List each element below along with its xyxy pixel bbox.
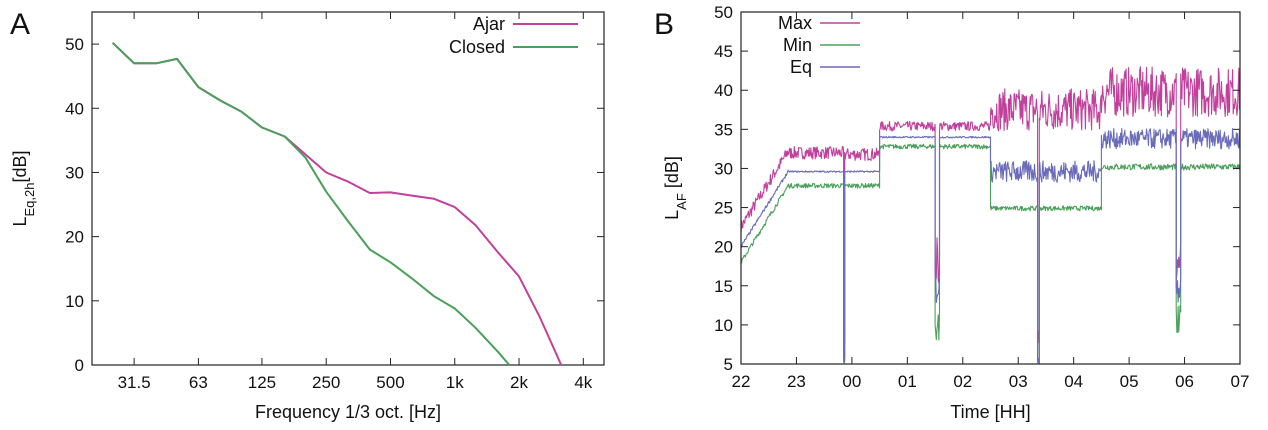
x-tick-label: 125 [248, 373, 276, 392]
y-tick-label: 10 [65, 292, 84, 311]
x-tick-label: 05 [1120, 372, 1139, 391]
series-line-closed [112, 42, 511, 366]
series-line-min [740, 143, 1241, 364]
panel-a-letter: A [10, 8, 31, 41]
y-axis-label: LEq,2h[dB] [10, 150, 37, 226]
x-tick-label: 63 [189, 373, 208, 392]
y-tick-label: 40 [65, 99, 84, 118]
legend-label-eq: Eq [790, 57, 812, 77]
x-tick-label: 04 [1064, 372, 1083, 391]
x-tick-label: 500 [376, 373, 404, 392]
y-tick-label: 30 [65, 163, 84, 182]
y-tick-label: 10 [714, 316, 733, 335]
y-tick-label: 50 [65, 35, 84, 54]
y-tick-label: 20 [65, 228, 84, 247]
y-tick-label: 30 [714, 159, 733, 178]
y-tick-label: 15 [714, 277, 733, 296]
series-line-max [740, 66, 1241, 345]
x-tick-label: 06 [1175, 372, 1194, 391]
x-tick-label: 4k [574, 373, 592, 392]
x-tick-label: 22 [732, 372, 751, 391]
y-tick-label: 20 [714, 238, 733, 257]
y-tick-label: 40 [714, 81, 733, 100]
legend-label-closed: Closed [449, 37, 505, 57]
x-axis-label: Frequency 1/3 oct. [Hz] [255, 402, 441, 422]
chart-b-time-series: 5 10 15 20 25 30 35 40 45 50 22 23 00 01 02 03 04 05 06 07 T… [662, 3, 1250, 422]
plot-frame [740, 11, 1241, 365]
series-line-ajar [112, 42, 563, 366]
y-tick-label: 5 [724, 355, 733, 374]
legend-label-min: Min [783, 35, 812, 55]
x-tick-label: 250 [312, 373, 340, 392]
y-tick-label: 45 [714, 42, 733, 61]
x-tick-label: 2k [510, 373, 528, 392]
y-tick-label: 35 [714, 120, 733, 139]
y-tick-label: 0 [75, 356, 84, 375]
x-tick-label: 1k [446, 373, 464, 392]
legend-label-max: Max [778, 13, 812, 33]
plot-frame [91, 11, 605, 366]
y-axis-label: LAF [dB] [662, 156, 689, 220]
x-tick-label: 03 [1009, 372, 1028, 391]
x-tick-label: 23 [787, 372, 806, 391]
y-tick-label: 50 [714, 3, 733, 22]
x-tick-label: 07 [1231, 372, 1250, 391]
y-tick-label: 25 [714, 199, 733, 218]
x-axis-label: Time [HH] [950, 402, 1030, 422]
panel-b-letter: B [654, 8, 675, 41]
x-tick-label: 02 [953, 372, 972, 391]
x-tick-label: 01 [898, 372, 917, 391]
x-tick-label: 00 [842, 372, 861, 391]
chart-a-frequency-spectrum: 0 10 20 30 40 50 31.5 63 125 250 500 1k 2k 4k Frequenc… [10, 11, 605, 422]
x-tick-label: 31.5 [118, 373, 151, 392]
series-line-eq [740, 128, 1241, 364]
legend-label-ajar: Ajar [473, 14, 505, 34]
